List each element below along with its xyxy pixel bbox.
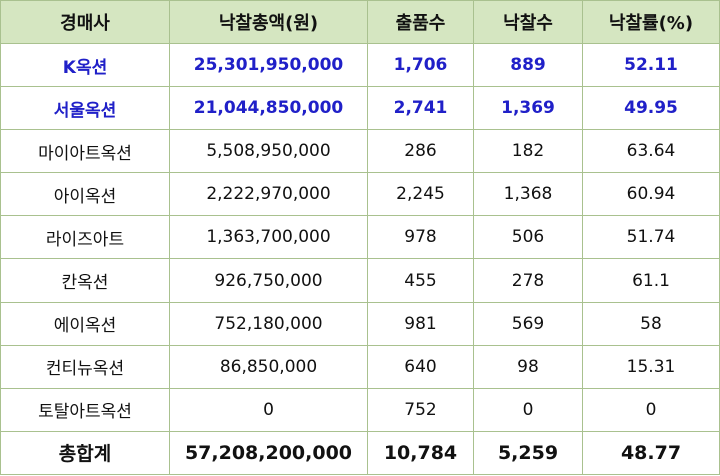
total-lots-sold: 5,259 — [473, 430, 583, 476]
cell-lots-offered: 286 — [367, 129, 474, 174]
table-row: 라이즈아트 1,363,700,000 978 506 51.74 — [0, 215, 720, 260]
cell-auction-house: K옥션 — [0, 42, 170, 88]
total-sell-through-rate: 48.77 — [582, 430, 720, 476]
cell-total-amount: 752,180,000 — [169, 301, 368, 346]
cell-lots-offered: 752 — [367, 387, 474, 432]
cell-total-amount: 1,363,700,000 — [169, 215, 368, 260]
header-lots-offered: 출품수 — [367, 0, 474, 44]
total-amount: 57,208,200,000 — [169, 430, 368, 476]
cell-lots-offered: 455 — [367, 258, 474, 303]
cell-sell-through-rate: 58 — [582, 301, 720, 346]
cell-lots-sold: 1,368 — [473, 172, 583, 217]
table-row: 에이옥션 752,180,000 981 569 58 — [0, 301, 720, 346]
cell-lots-sold: 569 — [473, 301, 583, 346]
header-total-winning-amount: 낙찰총액(원) — [169, 0, 368, 44]
table-row: 토탈아트옥션 0 752 0 0 — [0, 387, 720, 432]
table-row: 컨티뉴옥션 86,850,000 640 98 15.31 — [0, 344, 720, 389]
cell-sell-through-rate: 49.95 — [582, 86, 720, 131]
cell-lots-sold: 1,369 — [473, 86, 583, 131]
total-label: 총합계 — [0, 430, 170, 476]
cell-total-amount: 86,850,000 — [169, 344, 368, 389]
cell-sell-through-rate: 0 — [582, 387, 720, 432]
total-lots-offered: 10,784 — [367, 430, 474, 476]
cell-lots-offered: 2,741 — [367, 86, 474, 131]
cell-lots-sold: 889 — [473, 42, 583, 88]
table-row: 서울옥션 21,044,850,000 2,741 1,369 49.95 — [0, 86, 720, 131]
cell-lots-sold: 98 — [473, 344, 583, 389]
header-row: 경매사 낙찰총액(원) 출품수 낙찰수 낙찰률(%) — [0, 0, 720, 44]
cell-sell-through-rate: 51.74 — [582, 215, 720, 260]
cell-sell-through-rate: 61.1 — [582, 258, 720, 303]
cell-auction-house: 서울옥션 — [0, 86, 170, 131]
header-sell-through-rate: 낙찰률(%) — [582, 0, 720, 44]
table-row: 마이아트옥션 5,508,950,000 286 182 63.64 — [0, 129, 720, 174]
table-row: 칸옥션 926,750,000 455 278 61.1 — [0, 258, 720, 303]
cell-total-amount: 5,508,950,000 — [169, 129, 368, 174]
cell-sell-through-rate: 15.31 — [582, 344, 720, 389]
cell-auction-house: 칸옥션 — [0, 258, 170, 303]
cell-total-amount: 25,301,950,000 — [169, 42, 368, 88]
cell-lots-offered: 2,245 — [367, 172, 474, 217]
cell-sell-through-rate: 52.11 — [582, 42, 720, 88]
table-row: K옥션 25,301,950,000 1,706 889 52.11 — [0, 42, 720, 88]
cell-auction-house: 마이아트옥션 — [0, 129, 170, 174]
cell-lots-offered: 640 — [367, 344, 474, 389]
cell-total-amount: 21,044,850,000 — [169, 86, 368, 131]
cell-lots-sold: 506 — [473, 215, 583, 260]
cell-lots-offered: 981 — [367, 301, 474, 346]
header-auction-house: 경매사 — [0, 0, 170, 44]
cell-lots-sold: 278 — [473, 258, 583, 303]
cell-total-amount: 926,750,000 — [169, 258, 368, 303]
cell-lots-sold: 182 — [473, 129, 583, 174]
cell-auction-house: 라이즈아트 — [0, 215, 170, 260]
cell-lots-sold: 0 — [473, 387, 583, 432]
cell-auction-house: 토탈아트옥션 — [0, 387, 170, 432]
cell-total-amount: 0 — [169, 387, 368, 432]
table-row: 아이옥션 2,222,970,000 2,245 1,368 60.94 — [0, 172, 720, 217]
cell-lots-offered: 978 — [367, 215, 474, 260]
cell-sell-through-rate: 60.94 — [582, 172, 720, 217]
header-lots-sold: 낙찰수 — [473, 0, 583, 44]
cell-auction-house: 아이옥션 — [0, 172, 170, 217]
cell-total-amount: 2,222,970,000 — [169, 172, 368, 217]
cell-sell-through-rate: 63.64 — [582, 129, 720, 174]
cell-lots-offered: 1,706 — [367, 42, 474, 88]
total-row: 총합계 57,208,200,000 10,784 5,259 48.77 — [0, 430, 720, 476]
cell-auction-house: 에이옥션 — [0, 301, 170, 346]
cell-auction-house: 컨티뉴옥션 — [0, 344, 170, 389]
